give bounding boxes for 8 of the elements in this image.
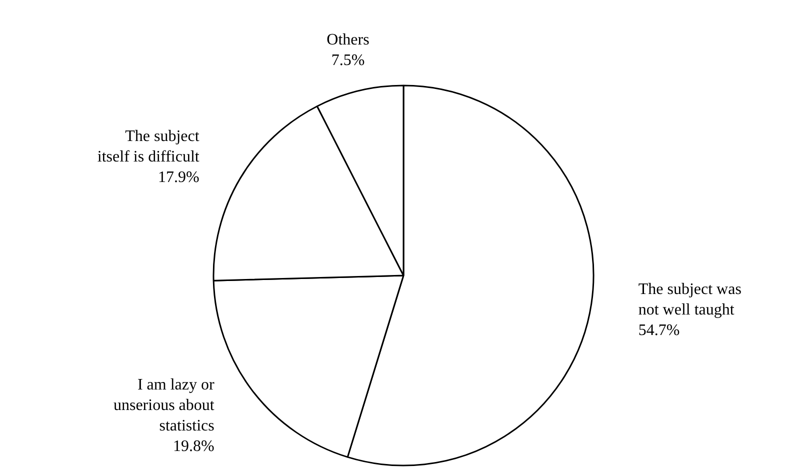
data-label: 19.8% xyxy=(173,438,214,455)
slice-label: The subject itself is difficult xyxy=(97,128,200,166)
slice-label: The subject was not well taught xyxy=(638,281,742,318)
data-label: 7.5% xyxy=(331,52,365,69)
data-label: 54.7% xyxy=(638,322,680,339)
slice-label: I am lazy or unserious about statistics xyxy=(113,376,216,434)
slice-label: Others xyxy=(326,31,370,48)
data-label: 17.9% xyxy=(158,168,200,186)
